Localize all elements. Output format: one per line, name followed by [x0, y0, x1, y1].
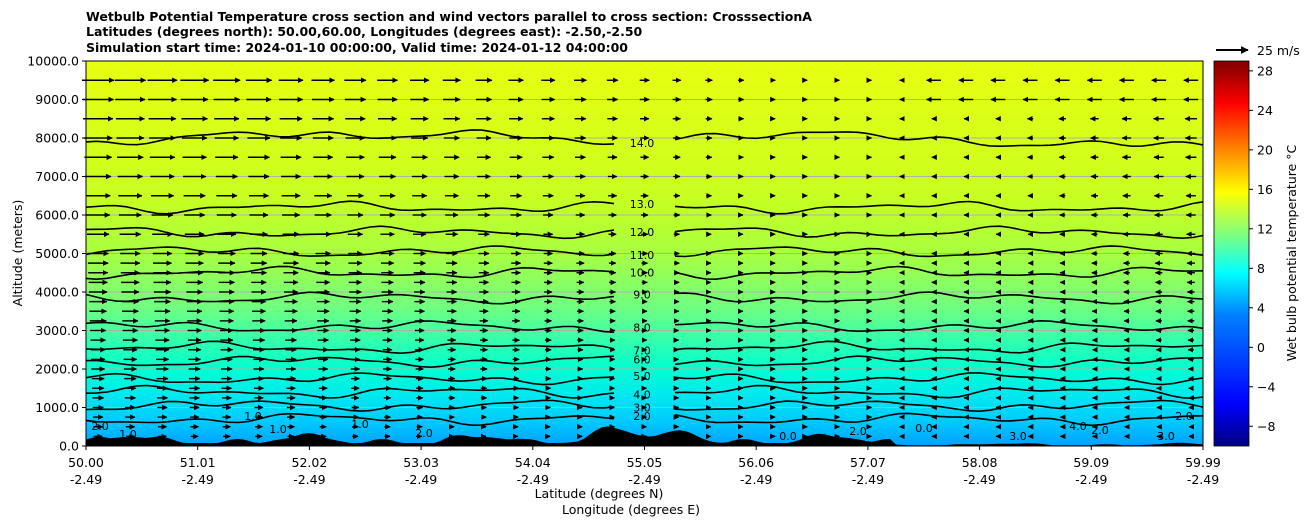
y-tick-label: 3000.0 [35, 323, 79, 338]
contour-label: 13.0 [630, 198, 655, 211]
x-tick-label-lat: 53.03 [403, 455, 439, 470]
y-tick-label: 1000.0 [35, 400, 79, 415]
x-tick-label-lon: -2.49 [405, 472, 437, 487]
contour-line [85, 355, 1204, 369]
x-tick-label-lat: 56.06 [738, 455, 774, 470]
contour-label: 1.0 [244, 410, 262, 423]
contour-label: 2.0 [1091, 424, 1109, 437]
contour-line [85, 291, 1204, 305]
contour-label: 0.0 [915, 422, 933, 435]
x-tick-label-lat: 51.01 [180, 455, 216, 470]
x-axis-title-line-1: Latitude (degrees N) [535, 486, 664, 501]
y-tick-label: 6000.0 [35, 208, 79, 223]
colorbar-tick-label: 24 [1257, 103, 1273, 118]
x-tick-label-lon: -2.49 [293, 472, 325, 487]
x-tick-label-lat: 57.07 [850, 455, 886, 470]
contour-line [85, 245, 1204, 258]
x-tick-label-lat: 59.09 [1073, 455, 1109, 470]
y-tick-label: 2000.0 [35, 362, 79, 377]
x-axis-ticks: 50.00 -2.49 51.01 -2.49 52.02 -2.49 53.03 -2.49… [68, 446, 1221, 487]
x-tick-label-lon: -2.49 [1075, 472, 1107, 487]
x-tick-label-lon: -2.49 [628, 472, 660, 487]
contour-line [85, 399, 1204, 413]
x-axis-title-line-2: Longitude (degrees E) [562, 502, 700, 517]
x-tick-label-lon: -2.49 [852, 472, 884, 487]
contour-label: 14.0 [630, 137, 655, 150]
colorbar-tick-label: 4 [1257, 300, 1265, 315]
contour-label: 5.0 [633, 370, 651, 383]
contour-line [85, 372, 1204, 386]
quiver-key-label: 25 m/s [1257, 43, 1300, 58]
contour-label: 12.0 [630, 226, 655, 239]
contour-label: 1.0 [351, 418, 369, 431]
quiver-key: 25 m/s [1216, 43, 1300, 58]
contour-label: 9.0 [633, 289, 651, 302]
title-line-2: Latitudes (degrees north): 50.00,60.00, … [86, 24, 643, 39]
contour-label: 0.0 [779, 430, 797, 443]
x-tick-label-lon: -2.49 [517, 472, 549, 487]
colorbar-tick-label: −4 [1257, 379, 1275, 394]
contour-label: 7.0 [633, 345, 651, 358]
y-axis-title: Altitude (meters) [10, 200, 25, 307]
y-tick-label: 0.0 [59, 439, 79, 454]
x-tick-label-lat: 58.08 [962, 455, 998, 470]
y-tick-label: 10000.0 [27, 54, 79, 69]
colorbar-tick-label: 16 [1257, 182, 1273, 197]
contour-line [85, 412, 1204, 427]
contour-line [85, 200, 1204, 215]
contour-label: 2.0 [415, 427, 433, 440]
colorbar-tick-label: 8 [1257, 261, 1265, 276]
contour-line [85, 225, 1204, 240]
contour-label: 3.0 [1009, 430, 1027, 443]
contour-label: 4.0 [633, 389, 651, 402]
contour-line [85, 265, 1204, 281]
contour-line [85, 319, 1204, 333]
colorbar-tick-label: 28 [1257, 63, 1273, 78]
x-tick-label-lat: 52.02 [292, 455, 328, 470]
x-tick-label-lat: 50.00 [68, 455, 104, 470]
contour-label: 4.0 [1069, 420, 1087, 433]
x-tick-label-lon: -2.49 [70, 472, 102, 487]
contour-label: 3.0 [1157, 430, 1175, 443]
y-tick-label: 4000.0 [35, 285, 79, 300]
title-line-3: Simulation start time: 2024-01-10 00:00:… [86, 40, 628, 55]
plot-area: 2.03.04.05.06.07.08.09.010.011.012.013.0… [82, 60, 1204, 447]
contour-line [85, 340, 1204, 355]
contour-label: 11.0 [630, 249, 655, 262]
y-axis-ticks: 0.0 1000.0 2000.0 3000.0 4000.0 5000.0 6000.0 7… [27, 54, 86, 454]
contour-label: 3.0 [633, 401, 651, 414]
colorbar-tick-label: 12 [1257, 221, 1273, 236]
x-tick-label-lon: -2.49 [182, 472, 214, 487]
y-tick-label: 5000.0 [35, 246, 79, 261]
colorbar-title: Wet bulb potential temperature °C [1284, 144, 1299, 361]
colorbar-gradient [1213, 60, 1250, 447]
x-tick-label-lon: -2.49 [1187, 472, 1219, 487]
contour-lines [85, 129, 1204, 427]
y-tick-label: 7000.0 [35, 169, 79, 184]
wind-vectors [82, 77, 1199, 440]
contour-line [85, 384, 1204, 400]
y-tick-label: 9000.0 [35, 92, 79, 107]
title-line-1: Wetbulb Potential Temperature cross sect… [86, 9, 812, 24]
x-tick-label-lon: -2.49 [740, 472, 772, 487]
colorbar-tick-label: 0 [1257, 340, 1265, 355]
contour-label: 2.0 [849, 425, 867, 438]
contour-label: 8.0 [633, 322, 651, 335]
contour-label: 1.0 [269, 423, 287, 436]
x-tick-label-lat: 59.99 [1185, 455, 1221, 470]
x-tick-label-lat: 55.05 [627, 455, 663, 470]
colorbar-ticks: −8 −4 0 4 8 12 16 20 24 28 [1249, 63, 1275, 434]
colorbar-tick-label: 20 [1257, 142, 1273, 157]
y-tick-label: 8000.0 [35, 131, 79, 146]
x-tick-label-lat: 54.04 [515, 455, 551, 470]
x-tick-label-lon: -2.49 [963, 472, 995, 487]
colorbar-tick-label: −8 [1257, 419, 1275, 434]
colorbar: −8 −4 0 4 8 12 16 20 24 28 Wet bulb potential tem… [1213, 60, 1299, 447]
title-block: Wetbulb Potential Temperature cross sect… [86, 9, 812, 55]
contour-label: 2.0 [1175, 410, 1193, 423]
